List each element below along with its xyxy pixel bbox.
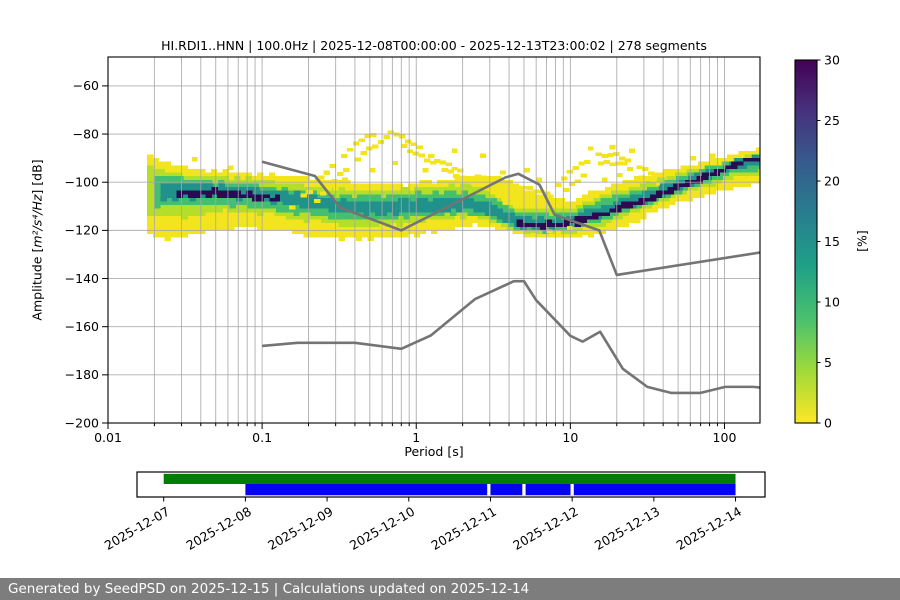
colorbar-group: 0 5 10 15 20 25 30 (794, 52, 840, 430)
psd-cloud (147, 130, 761, 242)
y-tick-label: −100 (65, 175, 99, 190)
y-tick-label: −140 (65, 271, 99, 286)
timeline-date-label: 2025-12-11 (429, 504, 499, 553)
colorbar-tick-label: 20 (824, 173, 840, 188)
y-tick-label: −200 (65, 415, 99, 430)
plot-grid (107, 57, 760, 423)
y-tick-label: −120 (65, 223, 99, 238)
timeline-date-label: 2025-12-08 (183, 504, 253, 553)
timeline-date-label: 2025-12-10 (347, 504, 417, 553)
plot-frame-and-ticks: 0.01 0.1 1 10 100 −200 −180 −160 −140 −120 −100 −80… (65, 56, 761, 445)
y-tick-label: −160 (65, 319, 99, 334)
colorbar-tick-label: 30 (824, 52, 840, 67)
colorbar-tick-label: 5 (824, 355, 832, 370)
timeline-gap (487, 484, 491, 496)
y-tick-label: −60 (73, 78, 99, 93)
footer-bar: Generated by SeedPSD on 2025-12-15 | Cal… (0, 578, 900, 600)
nlnm-line (262, 279, 761, 395)
x-tick-label: 1 (412, 430, 420, 445)
timeline-date-label: 2025-12-14 (674, 504, 744, 553)
colorbar-tick-label: 15 (824, 234, 840, 249)
timeline-gap (570, 484, 574, 496)
x-axis-label: Period [s] (404, 444, 464, 459)
colorbar-tick-label: 0 (824, 415, 832, 430)
nhnm-line (261, 160, 761, 277)
x-tick-label: 0.01 (94, 430, 122, 445)
timeline-date-label: 2025-12-13 (592, 504, 662, 553)
plot-title: HI.RDI1..HNN | 100.0Hz | 2025-12-08T00:0… (161, 38, 707, 53)
colorbar-tick-label: 10 (824, 294, 840, 309)
timeline-gap (522, 484, 526, 496)
timeline-date-label: 2025-12-12 (510, 504, 580, 553)
x-tick-label: 10 (562, 430, 578, 445)
colorbar-tick-label: 25 (824, 113, 840, 128)
y-tick-label: −180 (65, 367, 99, 382)
noise-model-lines (261, 160, 761, 395)
footer-text: Generated by SeedPSD on 2025-12-15 | Cal… (8, 581, 530, 597)
y-tick-label: −80 (73, 126, 99, 141)
x-tick-label: 0.1 (252, 430, 272, 445)
timeline-date-label: 2025-12-09 (265, 504, 335, 553)
x-tick-label: 100 (713, 430, 737, 445)
timeline-date-label: 2025-12-07 (102, 504, 172, 553)
colorbar-gradient (794, 59, 818, 424)
timeline-group: 2025-12-07 2025-12-08 2025-12-09 2025-12-10… (102, 471, 766, 553)
timeline-green-bar (163, 473, 736, 484)
